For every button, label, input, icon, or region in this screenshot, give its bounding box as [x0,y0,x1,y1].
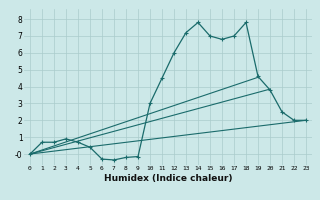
X-axis label: Humidex (Indice chaleur): Humidex (Indice chaleur) [104,174,232,183]
